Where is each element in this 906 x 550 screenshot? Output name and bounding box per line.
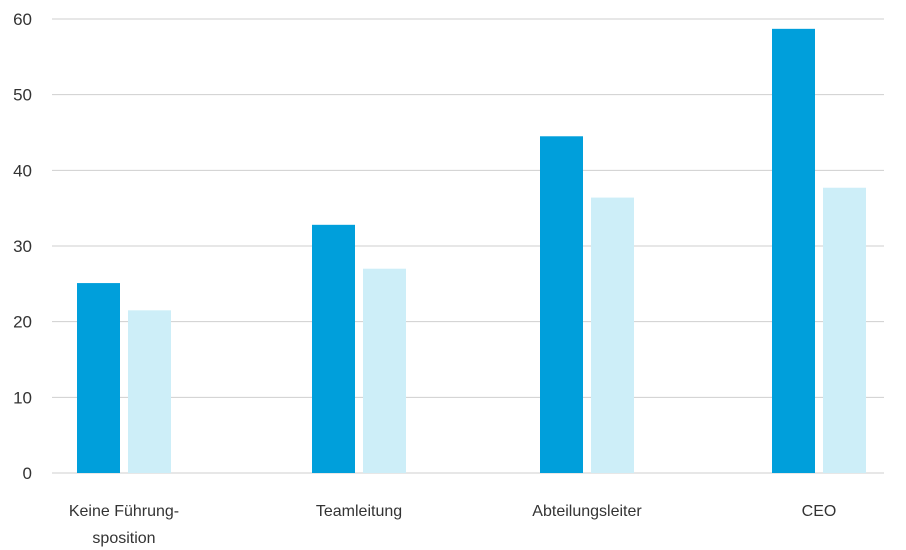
x-category-label-line: Teamleitung (316, 503, 402, 520)
x-category-label-line: Keine Führung- (69, 503, 179, 520)
bar-series-2-category-4 (823, 187, 866, 473)
x-category-label: CEO (802, 503, 837, 520)
y-axis-tick-labels: 0 10 20 30 40 50 60 (13, 10, 32, 483)
y-tick-label: 20 (13, 313, 32, 332)
x-axis-category-labels: Keine Führung-sposition Teamleitung Abteil… (69, 503, 836, 547)
bar-series-1-category-2 (312, 224, 355, 473)
bar-series-1-category-1 (77, 283, 120, 473)
y-tick-label: 30 (13, 237, 32, 256)
bar-series-2-category-3 (591, 197, 634, 473)
x-category-label: Keine Führung-sposition (69, 503, 179, 547)
x-category-label-line: sposition (92, 530, 155, 547)
x-category-label-line: CEO (802, 503, 837, 520)
bar-series-1-category-4 (772, 28, 815, 473)
x-category-label: Abteilungsleiter (532, 503, 642, 520)
y-tick-label: 40 (13, 161, 32, 180)
bar-series-1-category-3 (540, 136, 583, 474)
y-tick-label: 0 (23, 464, 32, 483)
bar-series-2-category-1 (128, 310, 171, 473)
y-tick-label: 60 (13, 10, 32, 29)
y-tick-label: 50 (13, 86, 32, 105)
y-tick-label: 10 (13, 388, 32, 407)
bars (77, 28, 866, 474)
x-category-label-line: Abteilungsleiter (532, 503, 642, 520)
bar-series-2-category-2 (363, 268, 406, 473)
gridlines (52, 18, 884, 474)
x-category-label: Teamleitung (316, 503, 402, 520)
